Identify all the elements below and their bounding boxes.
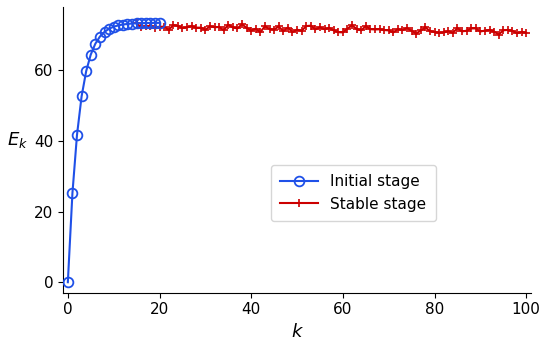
Initial stage [96, 34, 103, 39]
Initial stage [92, 42, 99, 46]
Initial stage [83, 69, 89, 73]
Stable stage [463, 29, 470, 33]
Stable stage [133, 21, 140, 25]
Stable stage [175, 24, 181, 28]
Initial stage [78, 94, 85, 98]
X-axis label: $k$: $k$ [290, 323, 304, 341]
Initial stage [69, 191, 76, 195]
Stable stage [152, 26, 158, 30]
Initial stage [106, 27, 112, 31]
Initial stage [147, 21, 153, 25]
Initial stage [101, 30, 108, 34]
Initial stage [142, 21, 149, 25]
Stable stage [495, 32, 502, 37]
Stable stage [431, 30, 438, 34]
Initial stage [119, 22, 126, 26]
Initial stage [65, 280, 71, 284]
Initial stage [129, 22, 135, 26]
Initial stage [115, 23, 122, 27]
Legend: Initial stage, Stable stage: Initial stage, Stable stage [271, 165, 436, 221]
Initial stage [156, 21, 163, 25]
Stable stage [321, 27, 328, 31]
Initial stage [138, 21, 145, 25]
Initial stage [133, 21, 140, 25]
Line: Stable stage: Stable stage [133, 19, 530, 39]
Stable stage [142, 24, 149, 29]
Stable stage [523, 31, 529, 35]
Line: Initial stage: Initial stage [63, 18, 164, 287]
Initial stage [124, 22, 131, 26]
Initial stage [74, 133, 81, 137]
Y-axis label: $E_k$: $E_k$ [7, 130, 28, 150]
Initial stage [88, 53, 94, 57]
Initial stage [110, 25, 117, 29]
Initial stage [152, 21, 158, 25]
